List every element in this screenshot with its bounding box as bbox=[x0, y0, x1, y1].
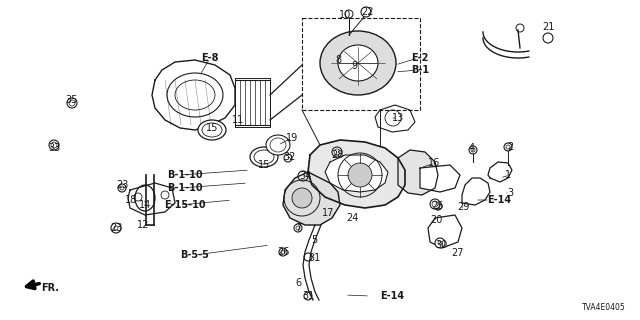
Bar bbox=[302, 18, 420, 110]
Text: E-2: E-2 bbox=[412, 53, 429, 63]
Text: 23: 23 bbox=[110, 223, 122, 233]
Circle shape bbox=[469, 146, 477, 154]
Text: 10: 10 bbox=[339, 10, 351, 20]
Text: 7: 7 bbox=[295, 223, 301, 233]
Text: 29: 29 bbox=[457, 202, 469, 212]
Text: 34: 34 bbox=[299, 171, 311, 181]
Circle shape bbox=[298, 171, 308, 181]
Text: 12: 12 bbox=[137, 220, 149, 230]
Polygon shape bbox=[325, 155, 388, 192]
Text: 17: 17 bbox=[322, 208, 334, 218]
Circle shape bbox=[111, 223, 121, 233]
Text: FR.: FR. bbox=[41, 283, 59, 293]
Circle shape bbox=[345, 10, 353, 18]
Circle shape bbox=[49, 140, 59, 150]
Text: 26: 26 bbox=[277, 247, 289, 257]
Polygon shape bbox=[428, 215, 462, 248]
Text: 15: 15 bbox=[206, 123, 218, 133]
Text: 2: 2 bbox=[507, 142, 513, 152]
Ellipse shape bbox=[292, 188, 312, 208]
Ellipse shape bbox=[135, 185, 155, 211]
Text: 13: 13 bbox=[392, 113, 404, 123]
Text: 33: 33 bbox=[48, 143, 60, 153]
Text: 14: 14 bbox=[139, 200, 151, 210]
Text: 8: 8 bbox=[335, 55, 341, 65]
Circle shape bbox=[435, 238, 445, 248]
Text: 21: 21 bbox=[542, 22, 554, 32]
Text: B-5-5: B-5-5 bbox=[180, 250, 209, 260]
Circle shape bbox=[279, 248, 287, 256]
Text: E-14: E-14 bbox=[380, 291, 404, 301]
Polygon shape bbox=[308, 140, 405, 208]
Circle shape bbox=[294, 224, 302, 232]
Text: 15: 15 bbox=[258, 160, 270, 170]
Text: B-1-10: B-1-10 bbox=[167, 183, 203, 193]
Text: 5: 5 bbox=[311, 235, 317, 245]
Circle shape bbox=[516, 24, 524, 32]
Polygon shape bbox=[375, 105, 415, 132]
Ellipse shape bbox=[250, 147, 278, 167]
Text: 22: 22 bbox=[361, 7, 373, 17]
Circle shape bbox=[284, 154, 292, 162]
Text: B-1: B-1 bbox=[411, 65, 429, 75]
Ellipse shape bbox=[266, 135, 290, 155]
Text: E-15-10: E-15-10 bbox=[164, 200, 206, 210]
Text: 4: 4 bbox=[469, 143, 475, 153]
Ellipse shape bbox=[338, 45, 378, 81]
Circle shape bbox=[332, 147, 342, 157]
Ellipse shape bbox=[198, 120, 226, 140]
Circle shape bbox=[430, 199, 440, 209]
Polygon shape bbox=[152, 60, 235, 130]
Polygon shape bbox=[283, 172, 340, 225]
Circle shape bbox=[434, 202, 442, 210]
Circle shape bbox=[361, 7, 371, 17]
Ellipse shape bbox=[320, 31, 396, 95]
Text: 27: 27 bbox=[451, 248, 463, 258]
Text: TVA4E0405: TVA4E0405 bbox=[582, 303, 626, 313]
Circle shape bbox=[504, 143, 512, 151]
Text: 35: 35 bbox=[66, 95, 78, 105]
Text: 24: 24 bbox=[346, 213, 358, 223]
Text: 25: 25 bbox=[432, 201, 444, 211]
Text: E-8: E-8 bbox=[201, 53, 219, 63]
Text: 6: 6 bbox=[295, 278, 301, 288]
Text: 28: 28 bbox=[331, 150, 343, 160]
Circle shape bbox=[67, 98, 77, 108]
Text: 1: 1 bbox=[505, 170, 511, 180]
Text: 11: 11 bbox=[232, 115, 244, 125]
Text: 20: 20 bbox=[430, 215, 442, 225]
Ellipse shape bbox=[348, 163, 372, 187]
Polygon shape bbox=[398, 150, 438, 195]
Text: B-1-10: B-1-10 bbox=[167, 170, 203, 180]
Circle shape bbox=[118, 184, 126, 192]
Text: 31: 31 bbox=[308, 253, 320, 263]
Text: 31: 31 bbox=[302, 291, 314, 301]
Polygon shape bbox=[128, 183, 175, 215]
Text: 16: 16 bbox=[428, 158, 440, 168]
Text: 3: 3 bbox=[507, 188, 513, 198]
Text: 19: 19 bbox=[286, 133, 298, 143]
Text: 30: 30 bbox=[435, 240, 447, 250]
Polygon shape bbox=[488, 162, 512, 182]
Polygon shape bbox=[420, 165, 460, 192]
Polygon shape bbox=[462, 178, 490, 205]
Text: 23: 23 bbox=[116, 180, 128, 190]
Text: 32: 32 bbox=[284, 152, 296, 162]
Text: 9: 9 bbox=[351, 61, 357, 71]
Text: E-14: E-14 bbox=[487, 195, 511, 205]
Circle shape bbox=[543, 33, 553, 43]
Text: 18: 18 bbox=[125, 195, 137, 205]
